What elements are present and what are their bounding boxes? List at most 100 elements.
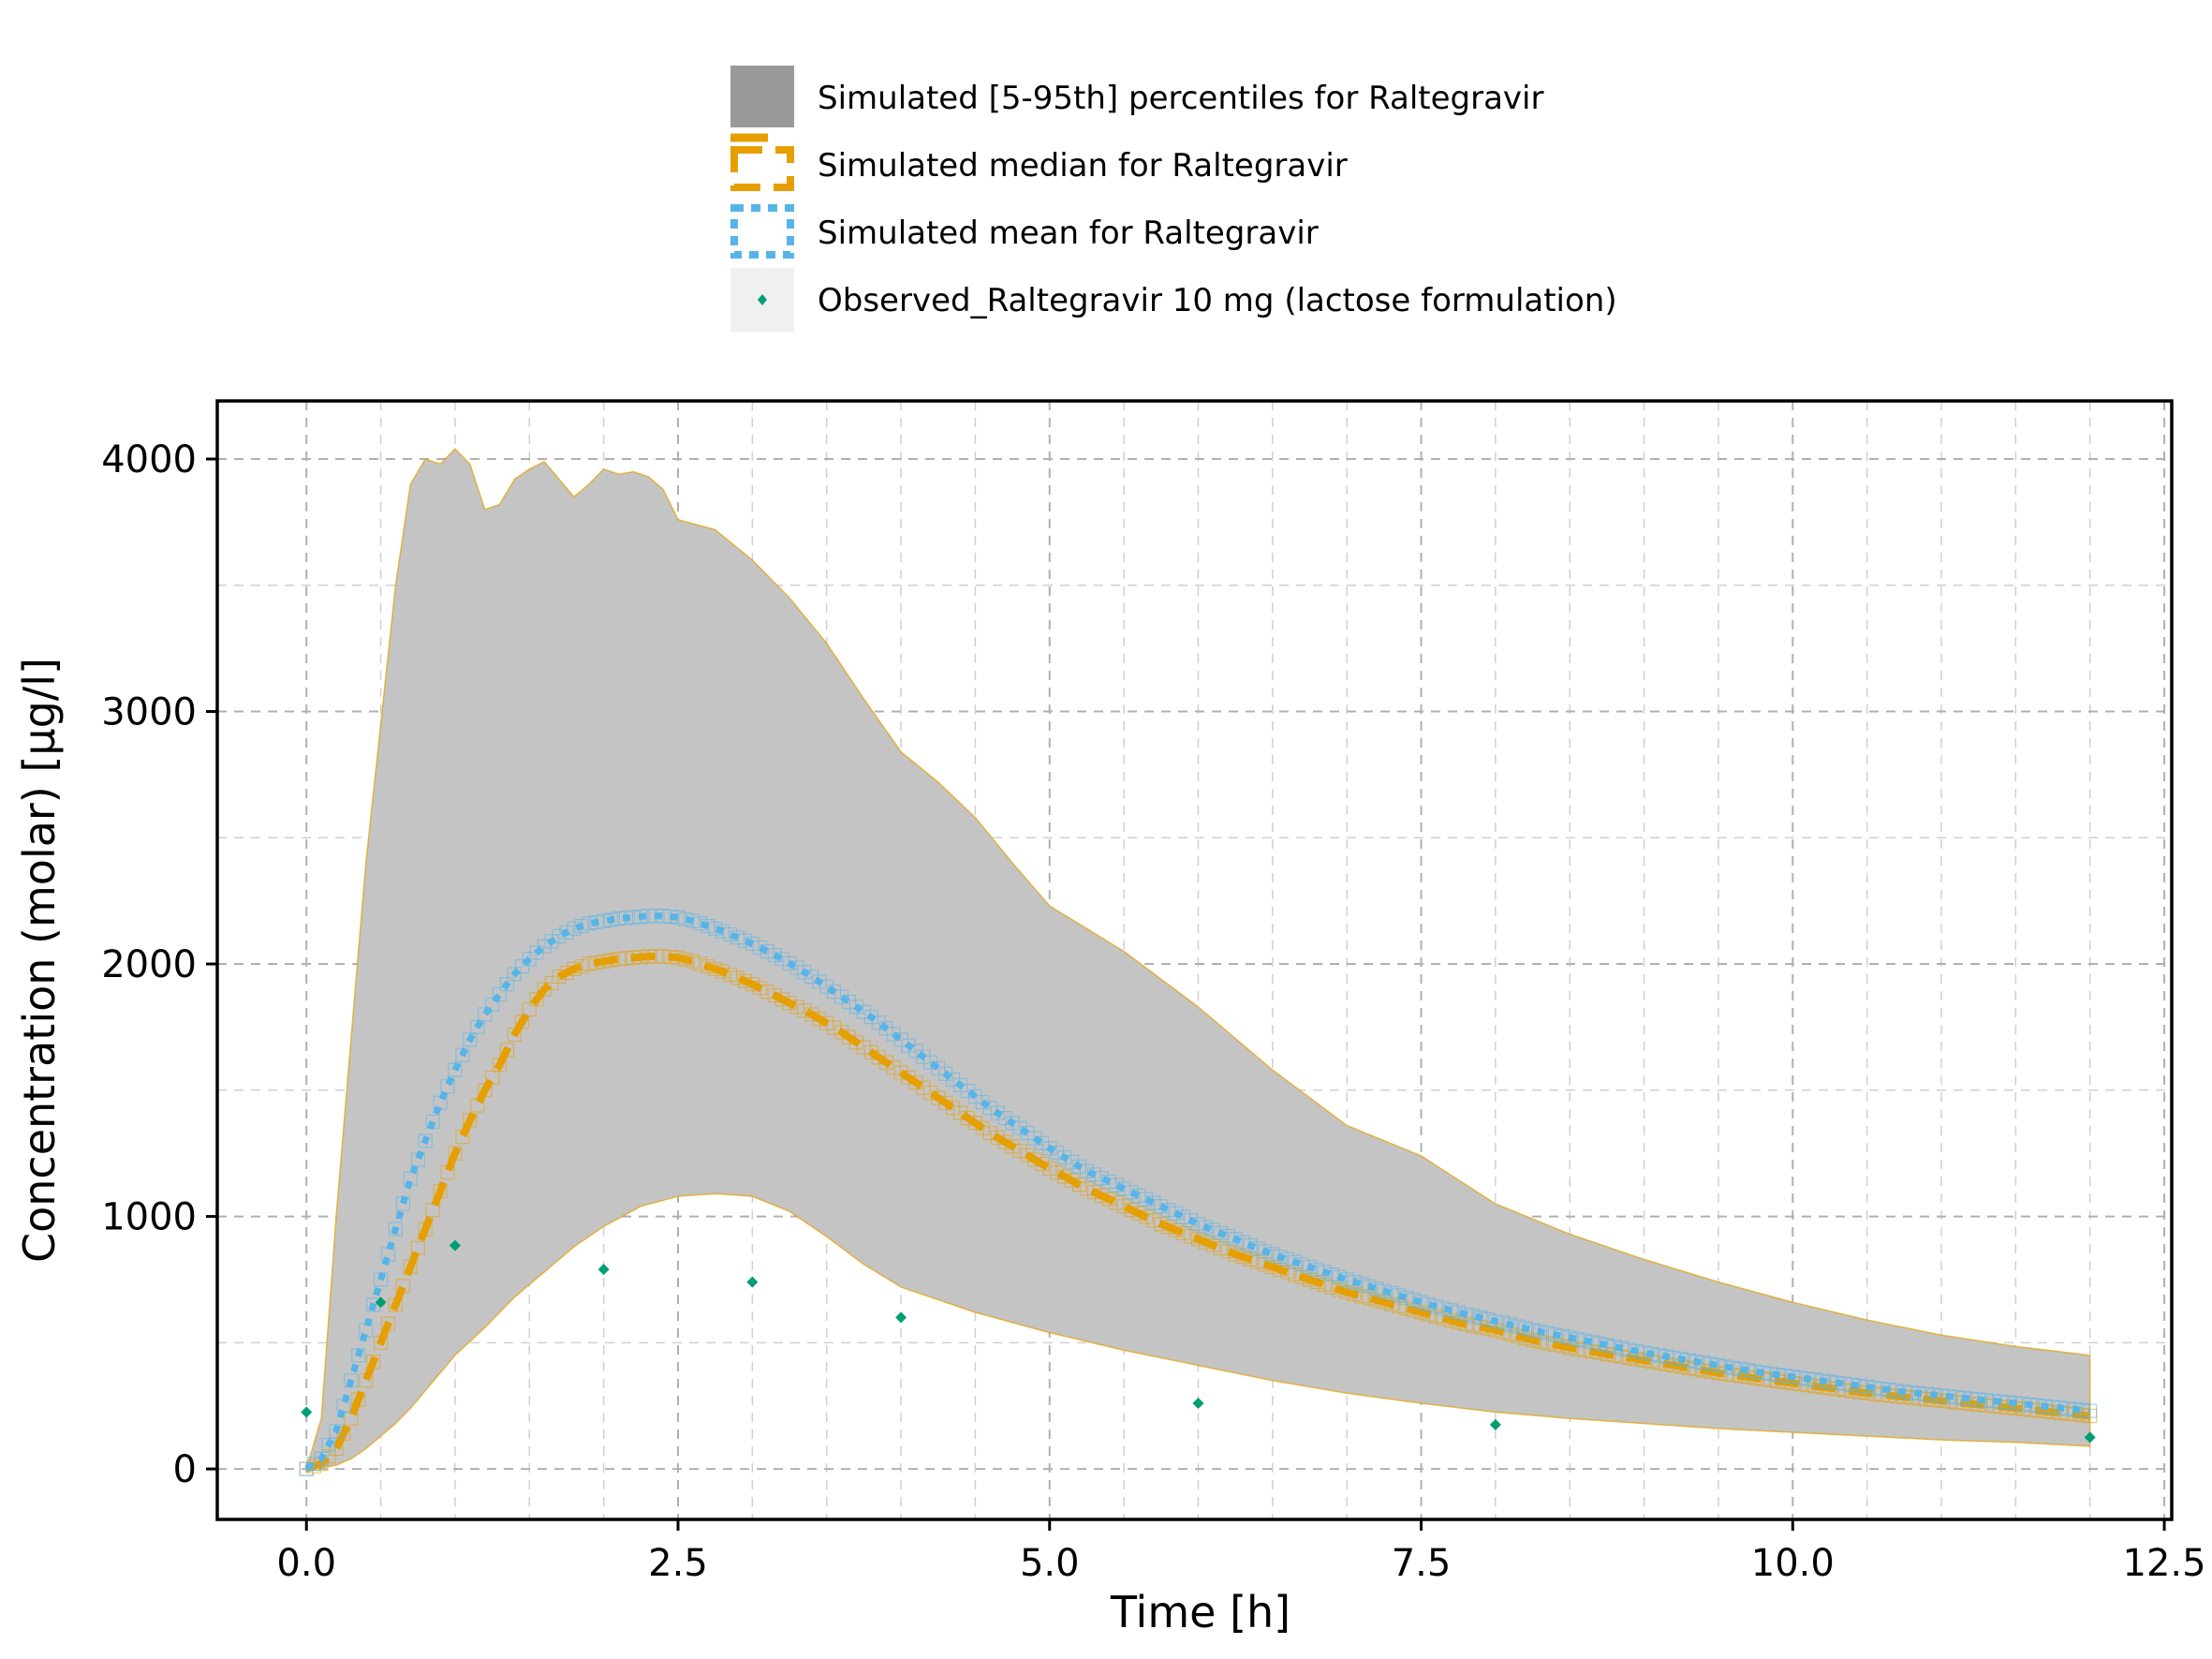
series-marker xyxy=(1064,1154,1080,1170)
y-tick-label: 2000 xyxy=(101,943,197,986)
series-marker xyxy=(1845,1377,1860,1392)
observed-point xyxy=(449,1239,461,1252)
series-marker xyxy=(1473,1310,1488,1326)
series-marker xyxy=(908,1044,923,1059)
series-marker xyxy=(1562,1330,1577,1345)
legend-band-swatch xyxy=(730,66,794,127)
median-series xyxy=(299,949,2098,1476)
legend-label-mean: Simulated mean for Raltegravir xyxy=(818,215,1319,252)
series-marker xyxy=(1785,1370,1800,1385)
legend: Simulated [5-95th] percentiles for Ralte… xyxy=(730,66,1617,332)
series-marker xyxy=(1532,1324,1548,1340)
series-marker xyxy=(1956,1390,1971,1406)
series-marker xyxy=(923,1055,938,1070)
series-marker xyxy=(478,1007,493,1022)
observed-point xyxy=(301,1406,313,1418)
series-marker xyxy=(1674,1352,1688,1367)
series-marker xyxy=(1050,1145,1065,1161)
series-marker xyxy=(1287,1254,1303,1269)
series-marker xyxy=(1703,1356,1718,1371)
observed-point xyxy=(1192,1398,1204,1410)
series-marker xyxy=(759,985,774,1000)
series-marker xyxy=(544,934,559,949)
series-marker xyxy=(470,1019,485,1035)
series-marker xyxy=(1896,1385,1911,1400)
series-marker xyxy=(2068,1401,2083,1417)
series-marker xyxy=(618,911,634,926)
series-marker xyxy=(812,974,827,989)
series-marker xyxy=(1035,1135,1050,1151)
series-layer xyxy=(299,909,2098,1476)
series-marker xyxy=(306,1457,321,1472)
series-marker xyxy=(329,1424,344,1439)
axis-ticks: 0.0 2.5 5.0 7.5 10.0 12.5 0 1000 2000 3000 4000 xyxy=(101,438,2205,1585)
series-marker xyxy=(499,976,515,992)
series-marker xyxy=(931,1060,946,1075)
series-marker xyxy=(492,986,508,1002)
series-marker xyxy=(1183,1213,1199,1228)
series-marker xyxy=(797,965,812,980)
x-tick-label: 10.0 xyxy=(1751,1542,1835,1585)
series-marker xyxy=(648,909,663,924)
observed-point xyxy=(375,1296,387,1309)
plot-frame xyxy=(215,399,2174,1521)
series-marker xyxy=(1005,1116,1020,1131)
legend-label-band: Simulated [5-95th] percentiles for Ralte… xyxy=(818,80,1543,117)
series-marker xyxy=(2023,1397,2038,1413)
series-marker xyxy=(321,1437,336,1453)
series-marker xyxy=(1146,1213,1161,1228)
series-marker xyxy=(841,994,857,1010)
series-marker xyxy=(1815,1373,1830,1388)
series-marker xyxy=(952,1077,968,1093)
series-marker xyxy=(1800,1371,1815,1386)
series-marker xyxy=(826,985,842,1000)
series-marker xyxy=(782,955,797,971)
series-marker xyxy=(633,909,648,925)
series-marker xyxy=(1911,1385,1926,1401)
legend-label-observed: Observed_Raltegravir 10 mg (lactose form… xyxy=(818,282,1617,319)
series-marker xyxy=(1926,1387,1941,1402)
series-marker xyxy=(819,979,834,994)
series-marker xyxy=(871,1015,886,1030)
series-marker xyxy=(1042,1141,1057,1156)
y-tick-label: 0 xyxy=(173,1448,197,1491)
series-marker xyxy=(1630,1343,1644,1359)
series-marker xyxy=(529,992,544,1007)
series-marker xyxy=(1056,1149,1072,1165)
y-axis-title: Concentration (molar) [µg/l] xyxy=(14,658,65,1263)
y-tick-label: 4000 xyxy=(101,438,197,481)
series-marker xyxy=(463,1032,478,1047)
median-line xyxy=(304,953,2091,1473)
series-marker xyxy=(1644,1346,1659,1362)
series-marker xyxy=(2008,1396,2023,1411)
series-marker xyxy=(2053,1400,2068,1415)
series-marker xyxy=(848,1000,864,1015)
x-tick-label: 0.0 xyxy=(276,1542,336,1585)
series-marker xyxy=(886,1027,901,1042)
observed-point xyxy=(2084,1431,2096,1444)
series-marker xyxy=(1941,1389,1956,1404)
series-marker xyxy=(893,1032,908,1047)
series-marker xyxy=(1027,1131,1042,1146)
series-marker xyxy=(1347,1274,1362,1290)
series-marker xyxy=(833,989,849,1004)
series-marker xyxy=(1458,1307,1473,1322)
observed-point xyxy=(746,1276,759,1288)
series-marker xyxy=(938,1066,953,1081)
series-marker xyxy=(863,1009,878,1025)
x-axis-title: Time [h] xyxy=(1110,1587,1290,1637)
series-marker xyxy=(916,1049,931,1064)
x-tick-label: 7.5 xyxy=(1392,1542,1452,1585)
series-marker xyxy=(388,1222,403,1237)
series-marker xyxy=(1659,1349,1674,1364)
y-tick-label: 1000 xyxy=(101,1196,197,1239)
series-marker xyxy=(1317,1265,1333,1280)
series-marker xyxy=(1020,1125,1035,1141)
series-marker xyxy=(990,1105,1005,1120)
series-marker xyxy=(826,1020,842,1035)
series-marker xyxy=(507,967,523,982)
series-marker xyxy=(856,1004,872,1019)
x-tick-label: 5.0 xyxy=(1020,1542,1080,1585)
legend-observed-swatch-diamond xyxy=(758,294,767,305)
